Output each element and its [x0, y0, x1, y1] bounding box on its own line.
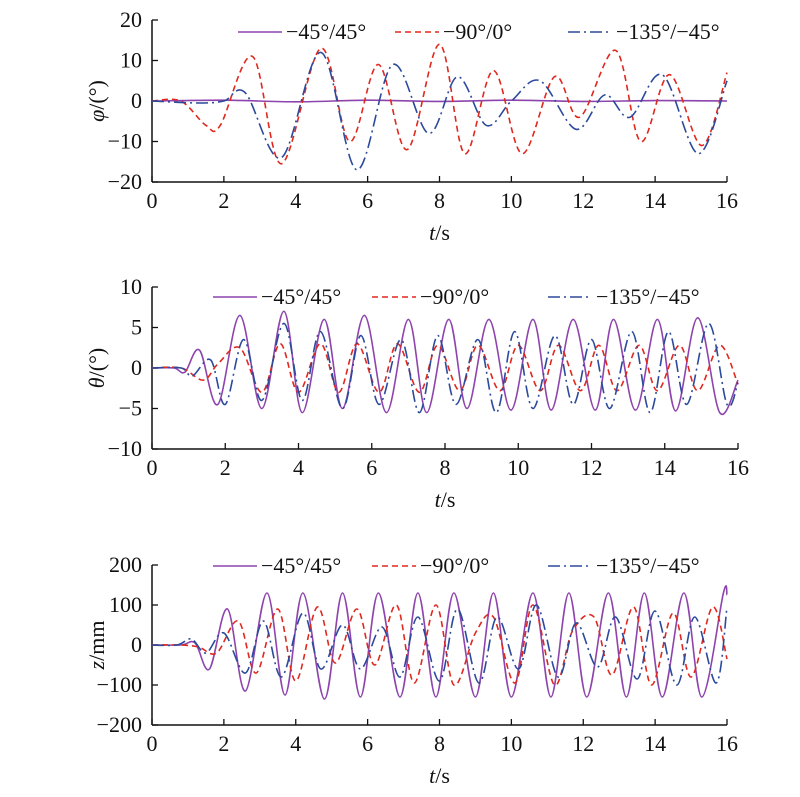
x-axis-unit: /s [435, 220, 450, 245]
y-axis-unit: /mm [84, 621, 109, 661]
y-axis-unit: /(°) [84, 348, 109, 378]
y-axis-title: θ/(°) [84, 348, 109, 388]
y-tick-label: 0 [131, 632, 142, 657]
x-axis-title: t/s [429, 763, 450, 788]
legend-label: −90°/0° [420, 553, 489, 578]
x-tick-label: 0 [147, 731, 158, 756]
x-tick-label: 12 [581, 455, 603, 480]
series-line-dashed [151, 342, 739, 394]
series-line-solid [151, 310, 739, 416]
legend-label: −135°/−45° [596, 553, 700, 578]
x-tick-label: 6 [366, 455, 377, 480]
y-tick-label: 200 [109, 552, 142, 577]
legend-label: −45°/45° [261, 553, 341, 578]
y-axis-title: z/mm [84, 621, 109, 671]
x-tick-label: 16 [716, 731, 738, 756]
panel-z: 0 2 4 6 8 10 12 14 16 200 100 0 −100 −200 −45°/45° −90°… [84, 552, 738, 788]
y-tick-label: 20 [120, 7, 142, 32]
y-tick-label: 100 [109, 592, 142, 617]
x-axis-var: t [429, 220, 436, 245]
y-tick-label: −200 [97, 712, 142, 737]
y-tick-label: −100 [97, 672, 142, 697]
y-tick-label: 10 [120, 274, 142, 299]
y-axis-var: φ [84, 110, 109, 122]
legend-label: −90°/0° [420, 284, 489, 309]
y-axis-var: θ [84, 377, 109, 388]
series-line-dashdot [151, 51, 728, 171]
y-tick-label: 0 [131, 88, 142, 113]
x-axis-title: t/s [435, 487, 456, 512]
y-tick-label: −10 [108, 129, 142, 154]
x-axis-title: t/s [429, 220, 450, 245]
x-tick-label: 16 [716, 188, 738, 213]
y-tick-label: 5 [131, 315, 142, 340]
legend-label: −135°/−45° [596, 284, 700, 309]
x-tick-label: 14 [654, 455, 676, 480]
legend-label: −45°/45° [261, 284, 341, 309]
x-tick-label: 12 [572, 731, 594, 756]
y-tick-label: −20 [108, 169, 142, 194]
x-tick-label: 10 [500, 731, 522, 756]
x-tick-label: 4 [293, 455, 304, 480]
x-tick-label: 2 [218, 731, 229, 756]
x-tick-label: 6 [362, 731, 373, 756]
x-tick-label: 2 [218, 188, 229, 213]
panel-theta: 0 2 4 6 8 10 12 14 16 10 5 0 −5 −10 −45°/45° −90°/0° −13… [84, 274, 749, 512]
series-line-dashed [151, 43, 728, 165]
y-axis-unit: /(°) [84, 80, 109, 110]
panel-phi: 0 2 4 6 8 10 12 14 16 20 10 0 −10 −20 −45°/45° −90°/0° −… [84, 7, 738, 245]
x-tick-label: 14 [644, 731, 666, 756]
x-axis-var: t [435, 487, 442, 512]
x-tick-label: 6 [362, 188, 373, 213]
x-tick-label: 4 [290, 731, 301, 756]
x-tick-label: 16 [727, 455, 749, 480]
x-tick-label: 0 [147, 455, 158, 480]
x-tick-label: 4 [290, 188, 301, 213]
series-line-solid [151, 99, 728, 103]
y-tick-label: 0 [131, 355, 142, 380]
y-axis-title: φ/(°) [84, 80, 109, 122]
x-tick-label: 0 [147, 188, 158, 213]
x-tick-label: 8 [434, 188, 445, 213]
y-axis-var: z [84, 660, 109, 670]
legend-label: −135°/−45° [616, 19, 720, 44]
legend-label: −45°/45° [286, 19, 366, 44]
x-tick-label: 8 [440, 455, 451, 480]
x-tick-label: 2 [220, 455, 231, 480]
x-axis-var: t [429, 763, 436, 788]
y-tick-label: 10 [120, 48, 142, 73]
x-axis-unit: /s [441, 487, 456, 512]
series-line-dashdot [151, 604, 728, 686]
x-tick-label: 10 [500, 188, 522, 213]
y-tick-label: −10 [108, 436, 142, 461]
x-tick-label: 8 [434, 731, 445, 756]
series-line-dashdot [151, 322, 739, 414]
y-tick-label: −5 [119, 396, 142, 421]
x-tick-label: 10 [507, 455, 529, 480]
x-tick-label: 12 [572, 188, 594, 213]
x-tick-label: 14 [644, 188, 666, 213]
series-line-solid [151, 585, 728, 700]
x-axis-unit: /s [435, 763, 450, 788]
legend-label: −90°/0° [443, 19, 512, 44]
